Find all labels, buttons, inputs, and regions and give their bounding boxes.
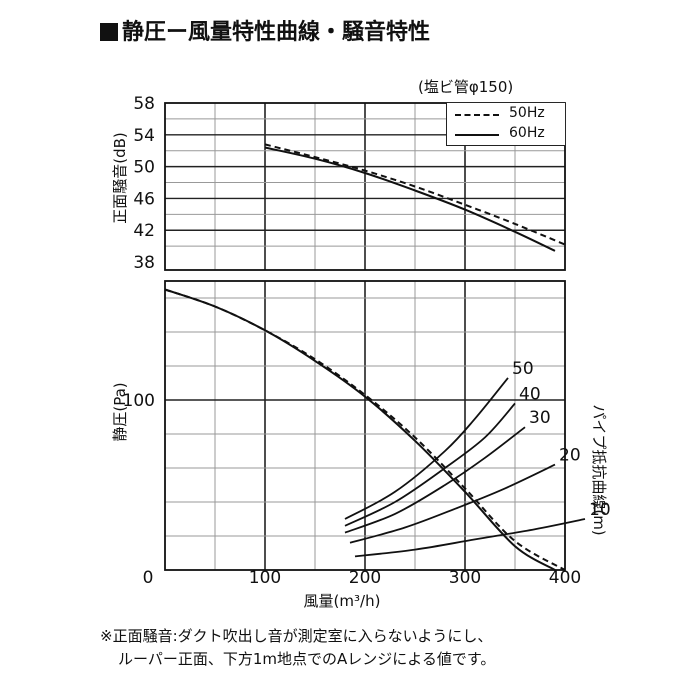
condition-label: (塩ビ管φ150)	[418, 78, 514, 96]
footnote-line-2: ルーパー正面、下方1m地点でのAレンジによる値です。	[118, 650, 496, 668]
legend-dashed-line-icon	[455, 114, 499, 116]
resistance-axis-label: パイプ抵抗曲線(m)	[590, 404, 608, 535]
noise-line-60hz	[264, 146, 556, 252]
x-tick-label: 400	[549, 568, 581, 588]
resistance-curve-10	[354, 518, 586, 558]
resistance-curve-20	[349, 463, 556, 544]
chart-title-text: 静圧ー風量特性曲線・騒音特性	[122, 20, 431, 45]
footnote-line-1: ※正面騒音:ダクト吹出し音が測定室に入らないようにし、	[100, 627, 493, 645]
y-tick-label-top: 58	[133, 94, 155, 114]
resistance-curve-label-40: 40	[519, 384, 541, 404]
chart-title: 静圧ー風量特性曲線・騒音特性	[100, 14, 430, 46]
y-tick-label-top: 42	[133, 221, 155, 241]
top-panel-frame	[164, 102, 566, 271]
legend-item-50hz: 50Hz	[447, 105, 565, 123]
x-tick-label: 0	[143, 568, 154, 588]
legend: 50Hz 60Hz	[446, 103, 565, 146]
y-tick-label-top: 50	[133, 158, 155, 178]
resistance-curve-label-50: 50	[512, 359, 534, 379]
legend-item-60hz: 60Hz	[447, 125, 565, 143]
resistance-curve-30	[344, 426, 526, 534]
y-axis-label-top: 正面騒音(dB)	[111, 132, 129, 224]
footnote: ※正面騒音:ダクト吹出し音が測定室に入らないようにし、 ルーパー正面、下方1m地…	[100, 625, 495, 671]
resistance-curve-40	[344, 402, 516, 527]
legend-label-50hz: 50Hz	[509, 105, 545, 121]
noise-line-50hz	[264, 143, 566, 246]
x-tick-label: 300	[449, 568, 481, 588]
resistance-curve-label-10: 10	[589, 500, 611, 520]
legend-label-60hz: 60Hz	[509, 125, 545, 141]
x-axis-label: 風量(m³/h)	[304, 592, 381, 610]
y-tick-label-top: 54	[133, 126, 155, 146]
x-tick-label: 100	[249, 568, 281, 588]
legend-solid-line-icon	[455, 134, 499, 136]
resistance-curve-50	[344, 377, 509, 520]
resistance-curve-label-30: 30	[529, 408, 551, 428]
title-square-icon	[100, 23, 118, 41]
x-tick-label: 200	[349, 568, 381, 588]
y-tick-label-bottom: 100	[123, 391, 155, 411]
y-tick-label-top: 38	[133, 253, 155, 273]
resistance-curve-label-20: 20	[559, 446, 581, 466]
bottom-panel-frame	[164, 280, 566, 571]
pressure-line-60hz	[164, 288, 556, 571]
y-axis-label-bottom: 静圧(Pa)	[111, 382, 129, 441]
y-tick-label-top: 46	[133, 189, 155, 209]
